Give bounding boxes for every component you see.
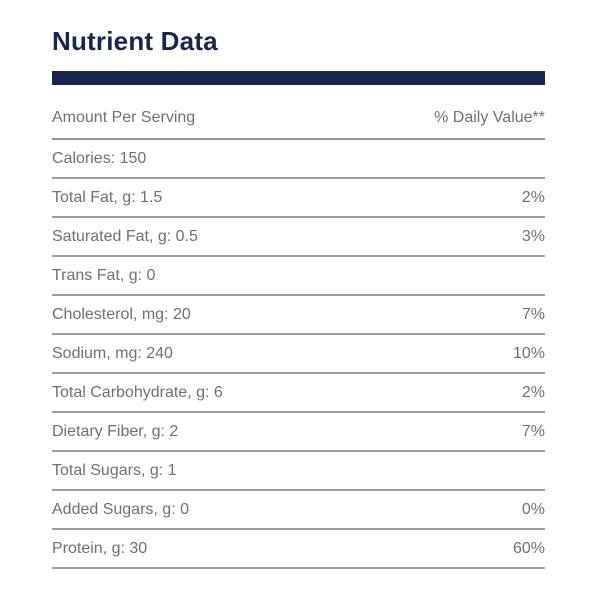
daily-value: 10% <box>512 344 545 362</box>
daily-value: 7% <box>521 422 545 440</box>
nutrient-label: Dietary Fiber, g: 2 <box>52 422 179 440</box>
table-row: Cholesterol, mg: 20 7% <box>52 296 545 335</box>
daily-value: 2% <box>521 188 545 206</box>
table-row: Protein, g: 30 60% <box>52 530 545 569</box>
daily-value: 2% <box>521 383 545 401</box>
table-row: Sodium, mg: 240 10% <box>52 335 545 374</box>
nutrient-label: Protein, g: 30 <box>52 539 148 557</box>
title-accent-bar <box>52 71 545 85</box>
table-row: Saturated Fat, g: 0.5 3% <box>52 218 545 257</box>
table-row: Added Sugars, g: 0 0% <box>52 491 545 530</box>
nutrient-label: Total Carbohydrate, g: 6 <box>52 383 223 401</box>
table-row: Trans Fat, g: 0 <box>52 257 545 296</box>
page-title: Nutrient Data <box>52 26 218 56</box>
nutrient-label: Added Sugars, g: 0 <box>52 500 189 518</box>
nutrient-label: Saturated Fat, g: 0.5 <box>52 227 198 245</box>
table-row: Calories: 150 <box>52 140 545 179</box>
amount-per-serving-header: Amount Per Serving <box>52 109 196 126</box>
daily-value-header: % Daily Value** <box>434 109 545 126</box>
daily-value: 0% <box>521 500 545 518</box>
table-row: Total Fat, g: 1.5 2% <box>52 179 545 218</box>
table-row: Total Carbohydrate, g: 6 2% <box>52 374 545 413</box>
table-row: Total Sugars, g: 1 <box>52 452 545 491</box>
daily-value: 7% <box>521 305 545 323</box>
nutrient-label: Total Sugars, g: 1 <box>52 461 177 479</box>
nutrient-label: Total Fat, g: 1.5 <box>52 188 163 206</box>
daily-value: 60% <box>512 539 545 557</box>
nutrient-label: Cholesterol, mg: 20 <box>52 305 191 323</box>
daily-value: 3% <box>521 227 545 245</box>
table-row: Dietary Fiber, g: 2 7% <box>52 413 545 452</box>
nutrient-label: Trans Fat, g: 0 <box>52 266 156 284</box>
table-header-row: Amount Per Serving % Daily Value** <box>52 109 545 140</box>
nutrient-table: Calories: 150 Total Fat, g: 1.5 2% Satur… <box>52 140 545 569</box>
nutrient-label: Sodium, mg: 240 <box>52 344 173 362</box>
nutrient-label: Calories: 150 <box>52 149 147 167</box>
